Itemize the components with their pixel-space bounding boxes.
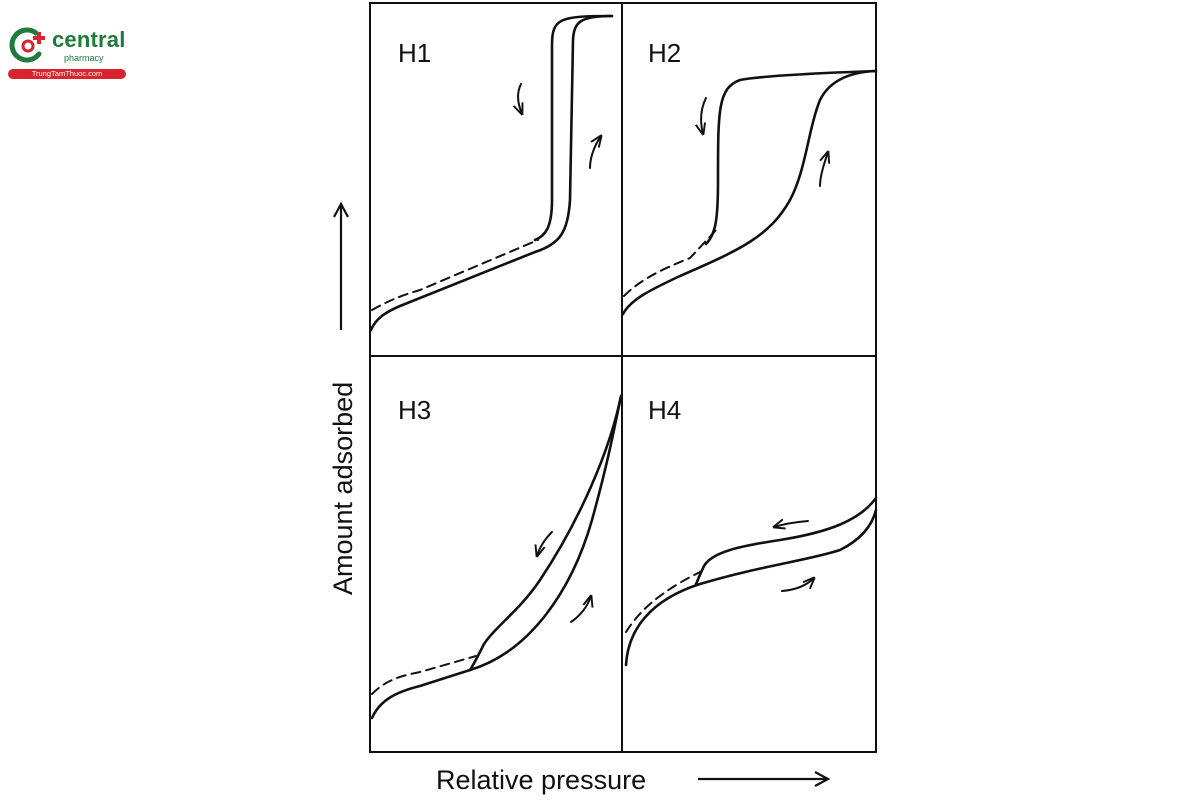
- logo-url-bar: TrungTamThuoc.com: [8, 69, 126, 79]
- h3-adsorption-arrow-icon: [570, 596, 591, 623]
- central-pharmacy-logo: central pharmacy TrungTamThuoc.com: [6, 20, 130, 82]
- h3-desorption-curve: [468, 394, 623, 672]
- panel-label-h4: H4: [648, 395, 681, 425]
- logo-sub-text: pharmacy: [64, 53, 104, 63]
- panel-h2: [621, 69, 878, 316]
- h2-desorption-arrow-icon: [701, 97, 707, 134]
- panel-h1: [369, 14, 614, 332]
- h4-desorption-curve: [694, 496, 878, 586]
- h1-desorption-curve: [533, 14, 614, 242]
- y-axis-label: Amount adsorbed: [328, 382, 358, 595]
- h1-low-pressure-dashed-curve: [371, 239, 539, 311]
- central-pharmacy-emblem-icon: [9, 27, 45, 63]
- y-axis-arrow-icon: [333, 201, 349, 330]
- panel-label-h2: H2: [648, 38, 681, 68]
- panel-h4: [624, 496, 878, 667]
- h4-adsorption-curve: [624, 508, 878, 667]
- h2-desorption-curve: [704, 69, 878, 246]
- x-axis-arrow-icon: [698, 771, 831, 787]
- h4-low-pressure-dashed-curve: [625, 571, 701, 633]
- h3-desorption-arrow-icon: [537, 531, 553, 556]
- h2-adsorption-arrow-icon: [819, 152, 828, 187]
- h1-desorption-arrow-icon: [518, 83, 522, 114]
- h1-adsorption-curve: [369, 14, 614, 332]
- panel-h3: [370, 394, 623, 720]
- h3-adsorption-curve: [370, 394, 623, 720]
- panel-label-h3: H3: [398, 395, 431, 425]
- h4-adsorption-arrow-icon: [781, 578, 814, 592]
- panel-label-h1: H1: [398, 38, 431, 68]
- h4-desorption-arrow-icon: [774, 521, 809, 527]
- h3-low-pressure-dashed-curve: [371, 655, 477, 695]
- x-axis-label: Relative pressure: [436, 765, 646, 795]
- h2-low-pressure-dashed-curve: [623, 227, 719, 297]
- h1-adsorption-arrow-icon: [589, 136, 601, 169]
- h2-adsorption-curve: [621, 69, 878, 316]
- logo-brand-text: central: [52, 27, 126, 52]
